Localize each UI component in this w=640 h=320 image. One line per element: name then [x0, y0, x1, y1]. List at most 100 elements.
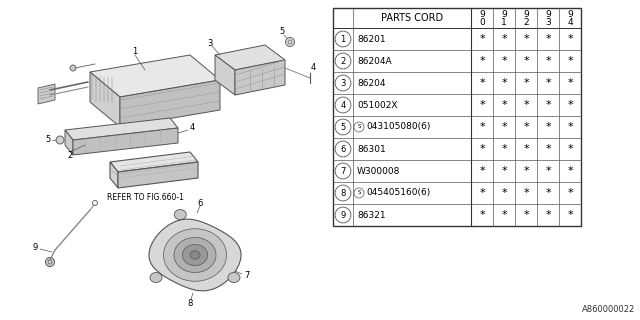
Text: *: *	[523, 78, 529, 88]
Text: 0: 0	[479, 18, 485, 27]
Text: 1: 1	[132, 47, 138, 57]
Polygon shape	[110, 152, 198, 172]
Text: *: *	[523, 34, 529, 44]
Polygon shape	[190, 251, 200, 259]
Polygon shape	[228, 273, 240, 283]
Text: 9: 9	[545, 10, 551, 19]
Polygon shape	[65, 118, 178, 140]
Text: 9: 9	[501, 10, 507, 19]
Text: 4: 4	[567, 18, 573, 27]
Text: 1: 1	[501, 18, 507, 27]
Text: *: *	[545, 78, 551, 88]
Polygon shape	[110, 162, 118, 188]
Text: *: *	[479, 78, 485, 88]
Text: 043105080(6): 043105080(6)	[366, 123, 430, 132]
Text: 5: 5	[280, 28, 285, 36]
Text: *: *	[479, 144, 485, 154]
Circle shape	[232, 275, 236, 280]
Text: *: *	[501, 210, 507, 220]
Circle shape	[56, 136, 64, 144]
Text: REFER TO FIG.660-1: REFER TO FIG.660-1	[107, 194, 184, 203]
Text: *: *	[545, 34, 551, 44]
Text: 86201: 86201	[357, 35, 386, 44]
Text: 86204A: 86204A	[357, 57, 392, 66]
Text: *: *	[567, 166, 573, 176]
Polygon shape	[150, 273, 162, 283]
Polygon shape	[174, 210, 186, 220]
Text: *: *	[545, 56, 551, 66]
Text: *: *	[567, 122, 573, 132]
Text: A860000022: A860000022	[582, 305, 635, 314]
Text: *: *	[501, 188, 507, 198]
Polygon shape	[120, 80, 220, 127]
Polygon shape	[90, 72, 120, 127]
Circle shape	[45, 258, 54, 267]
Polygon shape	[163, 229, 227, 281]
Text: *: *	[567, 210, 573, 220]
Text: *: *	[545, 144, 551, 154]
Text: *: *	[523, 144, 529, 154]
Text: 1: 1	[340, 35, 346, 44]
Circle shape	[285, 37, 294, 46]
Text: 6: 6	[340, 145, 346, 154]
Text: *: *	[479, 188, 485, 198]
Text: *: *	[545, 166, 551, 176]
Text: *: *	[501, 144, 507, 154]
Circle shape	[154, 275, 159, 280]
Text: 86204: 86204	[357, 78, 385, 87]
Text: *: *	[523, 166, 529, 176]
Text: 3: 3	[207, 38, 212, 47]
Text: 2: 2	[67, 150, 72, 159]
Text: *: *	[501, 34, 507, 44]
Text: *: *	[501, 122, 507, 132]
Polygon shape	[215, 45, 285, 70]
Text: *: *	[567, 78, 573, 88]
Text: 6: 6	[197, 198, 203, 207]
Text: *: *	[567, 34, 573, 44]
Text: *: *	[479, 34, 485, 44]
Text: *: *	[567, 144, 573, 154]
Text: 8: 8	[188, 299, 193, 308]
Circle shape	[178, 212, 183, 217]
Text: 86321: 86321	[357, 211, 386, 220]
Text: W300008: W300008	[357, 166, 401, 175]
Text: 2: 2	[340, 57, 346, 66]
Text: 9: 9	[33, 244, 38, 252]
Text: 7: 7	[244, 270, 250, 279]
Polygon shape	[90, 55, 220, 97]
Text: 3: 3	[340, 78, 346, 87]
Text: 5: 5	[45, 135, 51, 145]
Circle shape	[70, 65, 76, 71]
Bar	[333, 8, 581, 226]
Text: *: *	[479, 122, 485, 132]
Text: 8: 8	[340, 188, 346, 197]
Text: *: *	[523, 100, 529, 110]
Text: *: *	[523, 56, 529, 66]
Text: 3: 3	[545, 18, 551, 27]
Text: *: *	[567, 56, 573, 66]
Text: *: *	[523, 188, 529, 198]
Text: *: *	[501, 166, 507, 176]
Text: 045405160(6): 045405160(6)	[366, 188, 430, 197]
Text: *: *	[523, 122, 529, 132]
Polygon shape	[235, 60, 285, 95]
Text: *: *	[545, 100, 551, 110]
Text: 9: 9	[340, 211, 346, 220]
Text: *: *	[479, 166, 485, 176]
Text: 4: 4	[340, 100, 346, 109]
Polygon shape	[149, 219, 241, 291]
Text: *: *	[479, 210, 485, 220]
Text: *: *	[545, 188, 551, 198]
Text: PARTS CORD: PARTS CORD	[381, 13, 443, 23]
Polygon shape	[215, 55, 235, 95]
Polygon shape	[38, 84, 55, 104]
Text: 4: 4	[310, 63, 316, 73]
Text: 051002X: 051002X	[357, 100, 397, 109]
Text: *: *	[567, 100, 573, 110]
Text: *: *	[501, 100, 507, 110]
Polygon shape	[182, 244, 207, 266]
Text: S: S	[357, 124, 361, 130]
Text: *: *	[501, 56, 507, 66]
Polygon shape	[174, 237, 216, 273]
Text: *: *	[479, 100, 485, 110]
